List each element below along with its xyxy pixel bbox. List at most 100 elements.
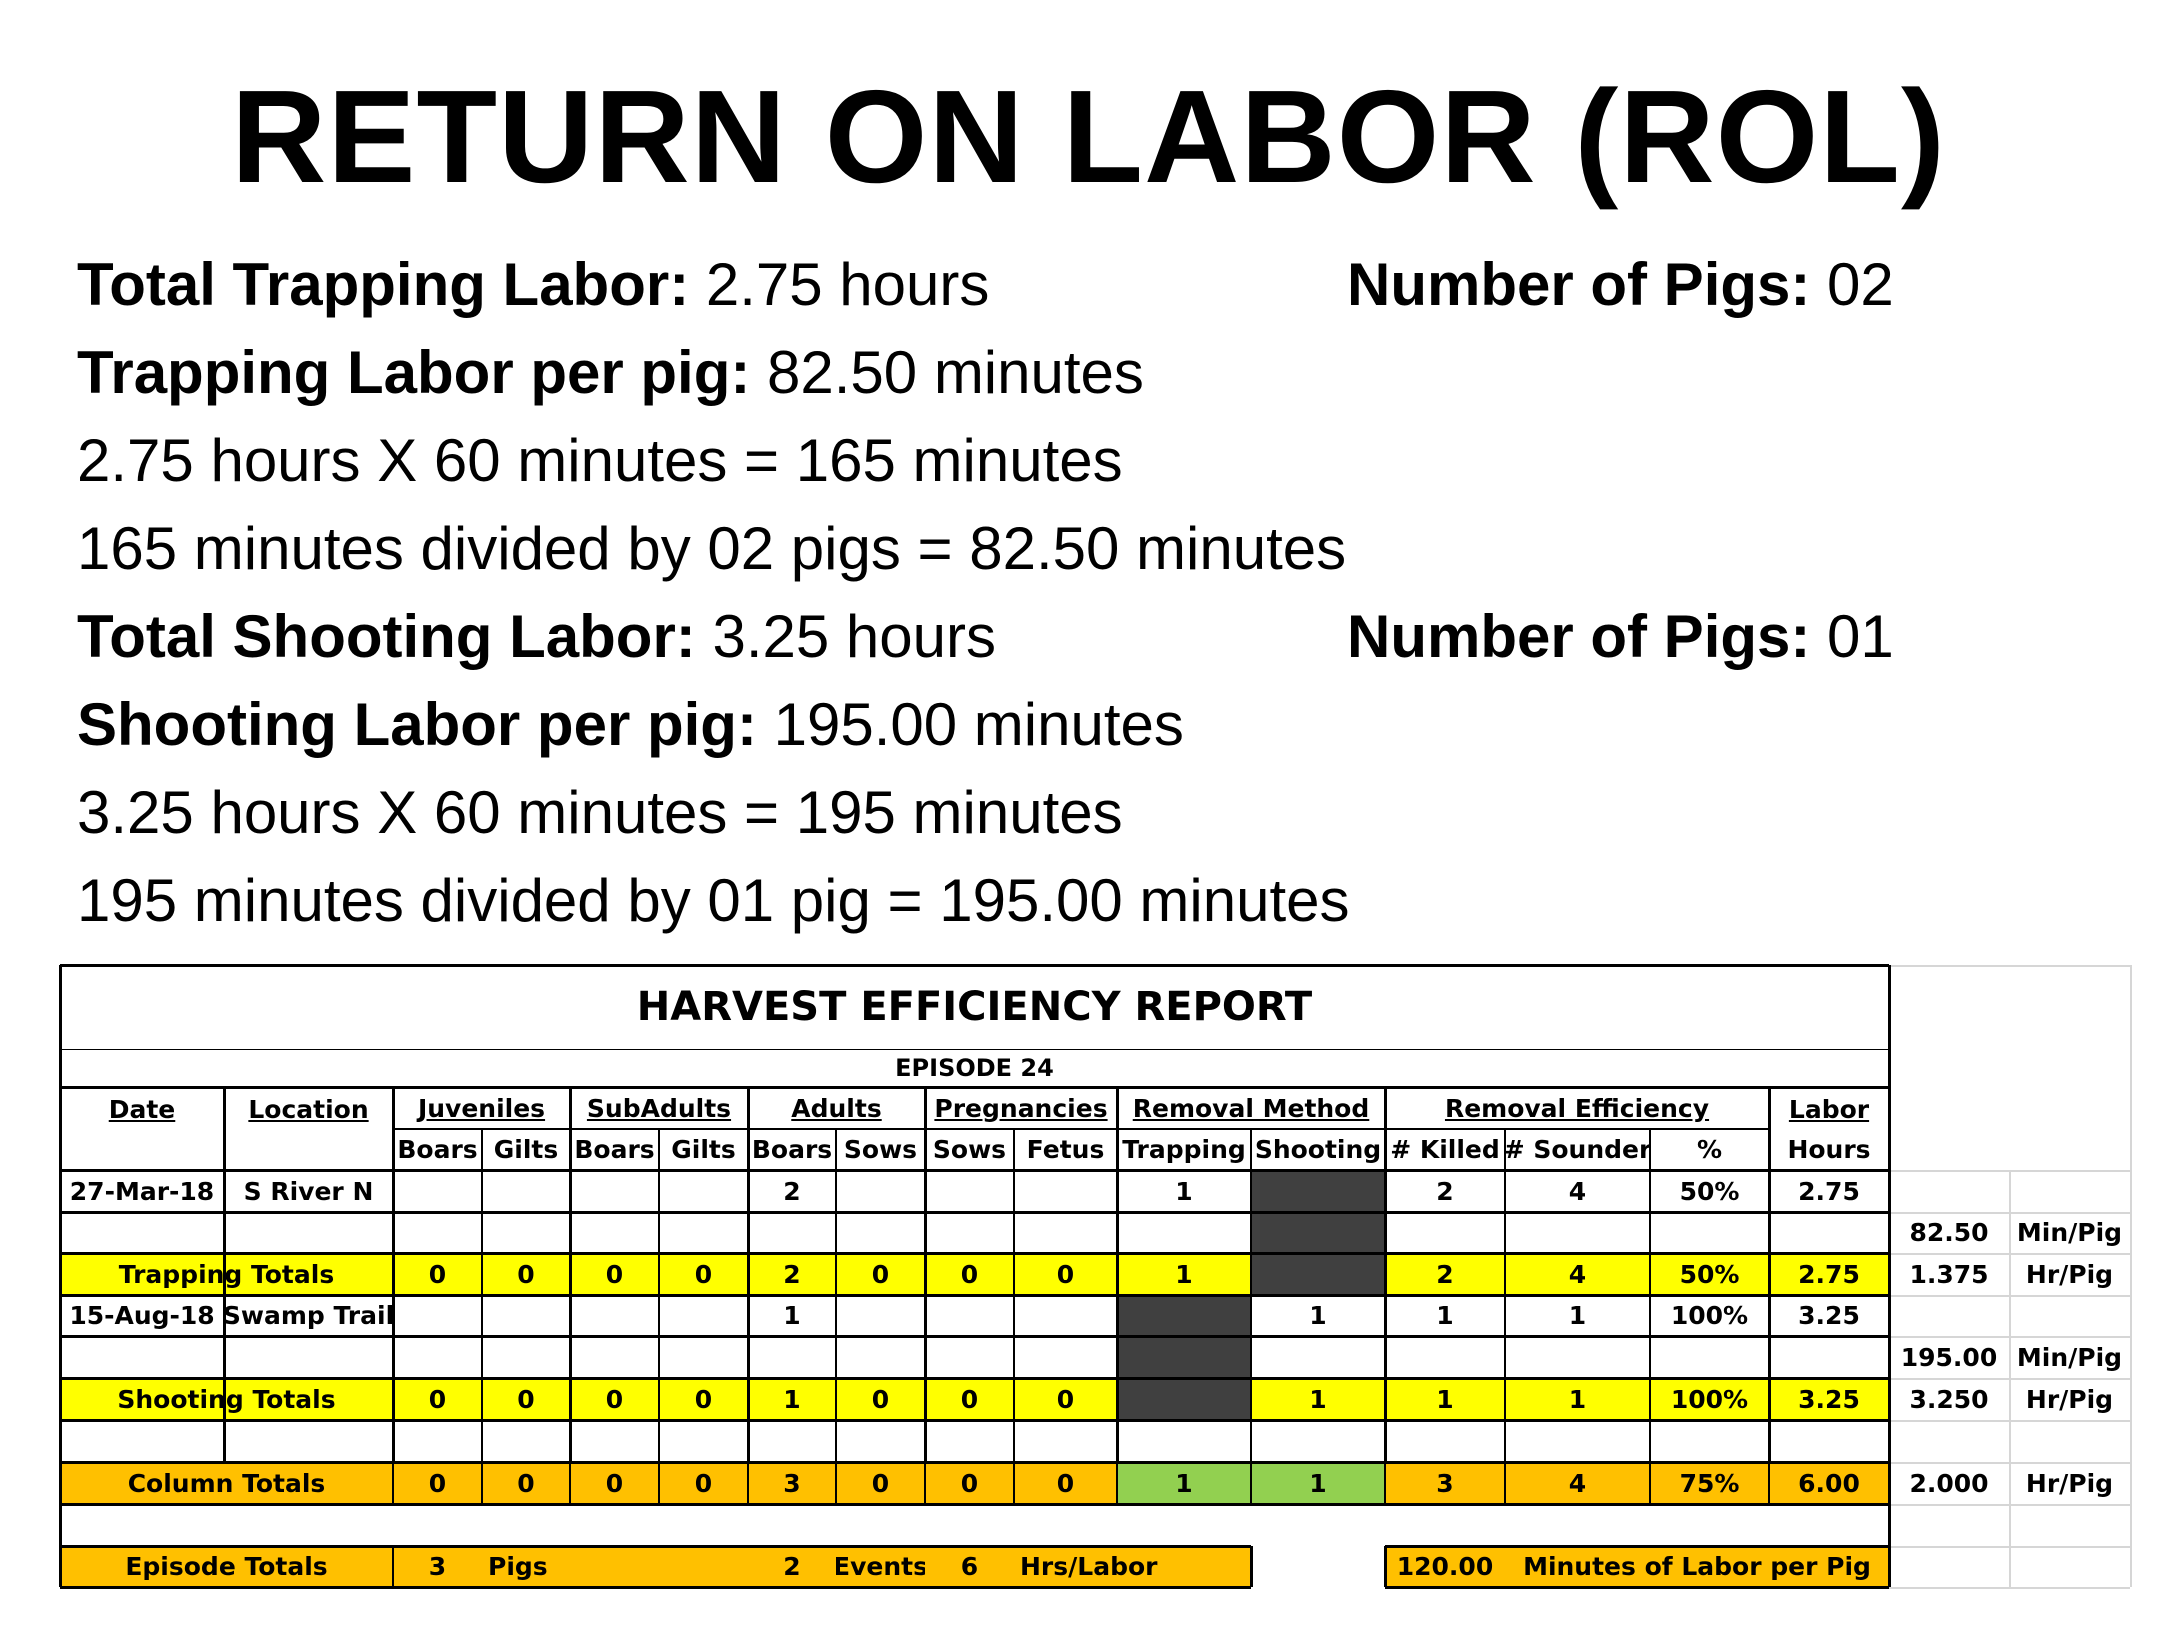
group-header: Removal Method [1132, 1093, 1370, 1123]
shooting-data-cell: Swamp Trail [224, 1301, 393, 1330]
table-border [1384, 1462, 1386, 1504]
column-subheader: Boars [751, 1135, 833, 1164]
shooting-data-cell [925, 1295, 1014, 1336]
episode-totals-fill [60, 1546, 1251, 1587]
table-border [59, 1462, 62, 1504]
shooting-totals-cell: 0 [605, 1384, 624, 1414]
column-totals-cell: 1 [1175, 1468, 1193, 1498]
shooting-totals-cell: 100% [1670, 1384, 1749, 1414]
trap-min-unit: Min/Pig [2016, 1218, 2123, 1247]
trapping-data-cell: 2.75 [1798, 1176, 1860, 1206]
table-border [59, 1420, 61, 1462]
shooting-labor-value: 3.25 hours [695, 603, 996, 670]
column-totals-cell: 0 [871, 1468, 890, 1498]
column-totals-cell: 0 [517, 1468, 535, 1498]
trapping-totals-cell: 0 [960, 1259, 979, 1289]
column-subheader: # Sounder [1505, 1135, 1650, 1164]
trapping-pigs-line: Number of Pigs: 02 [1347, 250, 1894, 320]
report-title: HARVEST EFFICIENCY REPORT [636, 984, 1313, 1030]
shooting-totals-cell: 1 [1568, 1384, 1587, 1414]
episode-minutes: 120.00 [1396, 1552, 1494, 1581]
trapping-calc-2: 165 minutes divided by 02 pigs = 82.50 m… [77, 515, 1347, 582]
trapping-data-cell: 2 [1436, 1176, 1454, 1206]
trapping-labor-line: Total Trapping Labor: 2.75 hours [77, 250, 989, 320]
side-gridline [2130, 965, 2132, 1587]
episode-minutes-label: Minutes of Labor per Pig [1523, 1552, 1871, 1581]
shooting-data-cell: 1 [1309, 1301, 1327, 1330]
table-border [747, 1462, 749, 1504]
shooting-labor-line: Total Shooting Labor: 3.25 hours [77, 602, 996, 672]
shooting-data-cell [836, 1295, 925, 1336]
trapping-data-cell: S River N [243, 1176, 374, 1206]
shooting-blocked-cell [1251, 1170, 1385, 1295]
table-border [835, 1462, 837, 1504]
table-border [1504, 1129, 1506, 1462]
shooting-totals-cell: 0 [694, 1384, 713, 1414]
table-border [60, 1335, 1889, 1338]
table-border [60, 1211, 1889, 1214]
table-border [924, 1087, 927, 1462]
trapping-totals-fill [60, 1253, 1889, 1295]
trapping-per-pig-label: Trapping Labor per pig: [77, 339, 751, 406]
trapping-totals-cell: 0 [694, 1259, 713, 1289]
column-totals-cell: 3 [783, 1468, 801, 1498]
table-border [569, 1462, 571, 1504]
episode-pigs: 3 [428, 1552, 447, 1581]
table-border [1250, 1546, 1253, 1587]
column-subheader: Hours [1787, 1135, 1871, 1164]
trapping-data-cell [570, 1170, 659, 1212]
group-header: SubAdults [586, 1093, 732, 1123]
total-hr-per-pig: 2.000 [1909, 1468, 1989, 1498]
table-border [59, 1504, 61, 1546]
group-header: Adults [791, 1093, 882, 1123]
shooting-per-pig-value: 195.00 minutes [756, 691, 1184, 758]
table-border [392, 1546, 394, 1587]
column-totals-cell: 6.00 [1798, 1468, 1860, 1498]
table-border [223, 1087, 226, 1462]
table-border [1013, 1462, 1015, 1504]
trapping-data-cell [1014, 1170, 1117, 1212]
table-border [1384, 1546, 1387, 1587]
table-border [1116, 1087, 1119, 1462]
shooting-per-pig-label: Shooting Labor per pig: [77, 691, 757, 758]
episode-pigs-label: Pigs [488, 1552, 548, 1581]
shooting-pigs-line: Number of Pigs: 01 [1347, 602, 1894, 672]
harvest-efficiency-report: HARVEST EFFICIENCY REPORT EPISODE 24 Date L… [59, 964, 2132, 1592]
table-border [1888, 1546, 1891, 1587]
episode-events-label: Events [836, 1552, 925, 1581]
shooting-data-cell [659, 1295, 748, 1336]
column-totals-cell: 3 [1436, 1468, 1454, 1498]
table-border [924, 1462, 926, 1504]
trapping-totals-cell: 2.75 [1798, 1259, 1860, 1289]
shooting-data-cell: 100% [1670, 1301, 1749, 1330]
trapping-labor-label: Total Trapping Labor: [77, 251, 690, 318]
shooting-totals-label: Shooting Totals [117, 1384, 336, 1414]
side-gridline [2009, 1170, 2011, 1587]
trapping-data-cell [1251, 1170, 1385, 1212]
group-header: Location [248, 1094, 369, 1124]
column-subheader: Shooting [1254, 1135, 1382, 1164]
trapping-totals-cell: 50% [1679, 1259, 1740, 1289]
trapping-totals-cell: 1 [1175, 1259, 1193, 1289]
trapping-data-cell [393, 1170, 482, 1212]
trap-hr-per-pig: 1.375 [1909, 1259, 1989, 1289]
table-border [1116, 1462, 1118, 1504]
shooting-data-cell [393, 1295, 482, 1336]
trapping-totals-cell: 4 [1568, 1259, 1587, 1289]
table-border [60, 1545, 1251, 1548]
trapping-data-cell: 1 [1175, 1176, 1193, 1206]
group-header: Removal Efficiency [1444, 1093, 1710, 1123]
trap-min-per-pig: 82.50 [1909, 1218, 1989, 1247]
table-border [59, 965, 62, 1546]
trapping-totals-cell: 0 [871, 1259, 890, 1289]
column-totals-cell: 0 [605, 1468, 624, 1498]
table-border [1250, 1462, 1252, 1504]
shooting-totals-cell [1117, 1378, 1251, 1420]
trapping-per-pig-value: 82.50 minutes [750, 339, 1144, 406]
episode-events: 2 [783, 1552, 801, 1581]
group-header: Juveniles [417, 1093, 546, 1123]
minutes-per-pig-fill [1385, 1546, 1889, 1587]
table-border [392, 1462, 394, 1504]
shooting-calc-1: 3.25 hours X 60 minutes = 195 minutes [77, 779, 1123, 846]
trapping-data-cell: 50% [1679, 1176, 1740, 1206]
